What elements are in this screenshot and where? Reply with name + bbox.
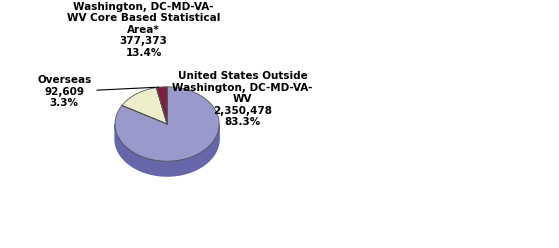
Text: United States Outside
Washington, DC-MD-VA-
WV
2,350,478
83.3%: United States Outside Washington, DC-MD-…: [173, 71, 313, 127]
Text: Overseas
92,609
3.3%: Overseas 92,609 3.3%: [37, 75, 159, 108]
Polygon shape: [122, 88, 167, 124]
Text: Washington, DC-MD-VA-
WV Core Based Statistical
Area*
377,373
13.4%: Washington, DC-MD-VA- WV Core Based Stat…: [67, 1, 220, 58]
Polygon shape: [115, 87, 219, 161]
Polygon shape: [157, 87, 167, 124]
Polygon shape: [115, 124, 219, 176]
